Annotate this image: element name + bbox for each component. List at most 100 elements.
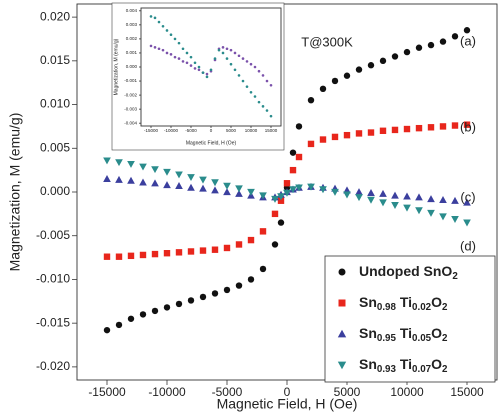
point — [193, 67, 197, 70]
point — [157, 20, 161, 24]
point — [187, 174, 195, 181]
y-tick-label: 0.004 — [126, 8, 138, 13]
annotation: T@300K — [301, 34, 353, 49]
point — [343, 191, 351, 199]
point — [319, 136, 327, 143]
point — [439, 38, 447, 45]
annotation: (c) — [460, 189, 475, 204]
point — [233, 51, 237, 55]
point — [115, 159, 123, 167]
point — [427, 209, 435, 217]
point — [115, 321, 123, 329]
x-tick-label: 0 — [284, 385, 291, 399]
point — [289, 166, 297, 174]
point — [209, 68, 213, 72]
point — [269, 114, 273, 118]
point — [391, 53, 399, 60]
point — [391, 126, 399, 134]
x-tick-label: 10000 — [390, 385, 424, 399]
point — [177, 41, 181, 45]
point — [259, 228, 267, 235]
point — [451, 196, 459, 204]
point — [225, 57, 229, 60]
point — [103, 175, 111, 182]
point — [173, 37, 177, 41]
point — [187, 297, 195, 304]
point — [283, 180, 291, 187]
point — [221, 51, 225, 55]
point — [245, 60, 249, 63]
y-tick-label: -0.015 — [36, 315, 70, 329]
point — [165, 51, 169, 55]
point — [331, 188, 339, 196]
point — [307, 96, 315, 104]
point — [391, 202, 399, 209]
point — [235, 185, 243, 193]
x-tick-label: 15000 — [450, 385, 484, 399]
point — [139, 251, 147, 259]
x-tick-label: -15000 — [144, 128, 159, 133]
x-tick-label: 0 — [210, 128, 213, 133]
point — [451, 33, 459, 40]
point — [189, 64, 193, 67]
point — [211, 186, 219, 194]
point — [163, 250, 171, 257]
legend-box — [324, 255, 496, 383]
point — [415, 124, 423, 132]
point — [463, 219, 471, 227]
point — [415, 193, 423, 201]
point — [161, 24, 165, 28]
point — [277, 219, 285, 226]
point — [463, 27, 471, 34]
point — [223, 188, 231, 196]
point — [223, 286, 231, 294]
point — [177, 57, 181, 60]
legend-marker — [338, 299, 346, 307]
point — [331, 133, 339, 141]
point — [261, 105, 265, 108]
point — [235, 282, 243, 289]
y-tick-label: 0.015 — [40, 53, 70, 67]
y-tick-label: -0.001 — [124, 78, 137, 83]
point — [289, 149, 297, 156]
point — [253, 65, 257, 69]
annotation: (d) — [460, 238, 476, 253]
point — [157, 47, 161, 51]
annotation: (b) — [460, 119, 476, 134]
point — [151, 307, 159, 315]
point — [193, 61, 197, 65]
x-tick-label: -5000 — [212, 385, 243, 399]
point — [185, 61, 189, 65]
point — [127, 252, 135, 260]
point — [115, 175, 123, 183]
point — [153, 46, 157, 49]
legend-marker — [337, 361, 347, 370]
point — [355, 130, 363, 137]
x-axis-title: Magnetic Field, H (Oe) — [217, 396, 358, 412]
point — [451, 122, 459, 129]
y-axis-title: Magnetization, M (emu/g) — [113, 38, 119, 95]
point — [223, 244, 231, 252]
point — [103, 157, 111, 165]
point — [103, 326, 111, 334]
point — [247, 236, 255, 244]
x-tick-label: -15000 — [88, 385, 126, 399]
plot-frame — [140, 7, 282, 127]
point — [277, 197, 285, 204]
x-tick-label: 15000 — [265, 128, 278, 133]
y-tick-label: 0.001 — [126, 50, 138, 55]
x-tick-label: -10000 — [148, 385, 186, 399]
point — [271, 210, 279, 218]
point — [295, 153, 303, 161]
point — [355, 194, 363, 202]
point — [249, 90, 253, 94]
point — [247, 276, 255, 283]
point — [197, 68, 201, 72]
y-tick-label: -0.002 — [124, 92, 137, 97]
point — [379, 189, 387, 197]
legend-label: Sn0.98 Ti0.02O2 — [359, 294, 448, 313]
point — [265, 109, 269, 112]
point — [261, 74, 265, 77]
point — [237, 54, 241, 58]
point — [367, 189, 375, 196]
